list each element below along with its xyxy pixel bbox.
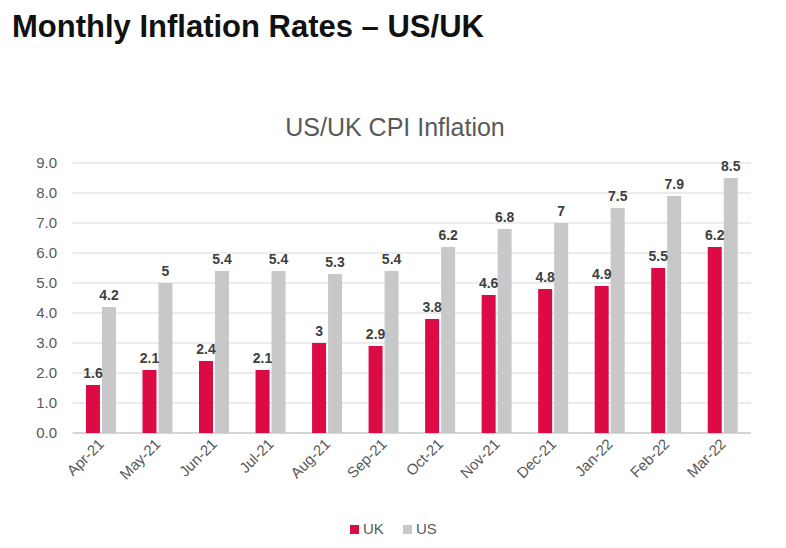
bar	[215, 271, 229, 433]
y-tick-label: 9.0	[36, 154, 57, 171]
bar	[482, 295, 496, 433]
data-labels: 1.6 2.1 2.4 2.1 3 2.9 3.8 4.6 4.8 4.9 5.5 6.2 4.2 5 5.…	[83, 158, 740, 381]
grid-line	[73, 193, 751, 194]
grid-line	[73, 313, 751, 314]
y-tick-label: 2.0	[36, 364, 57, 381]
page-heading: Monthly Inflation Rates – US/UK	[12, 9, 485, 44]
legend-swatch	[350, 525, 359, 534]
data-label: 4.9	[592, 266, 612, 282]
bar	[554, 223, 568, 433]
x-tick-label: Nov-21	[457, 435, 503, 481]
bar	[538, 289, 552, 433]
x-tick-label: Feb-22	[627, 435, 673, 481]
x-tick-label: Aug-21	[287, 435, 333, 481]
y-tick-label: 1.0	[36, 394, 57, 411]
x-tick-label: Jun-21	[176, 435, 220, 479]
bar	[328, 274, 342, 433]
data-label: 8.5	[721, 158, 741, 174]
bar	[385, 271, 399, 433]
bar	[667, 196, 681, 433]
x-tick-label: Oct-21	[402, 435, 446, 479]
bar	[595, 286, 609, 433]
x-tick-label: Dec-21	[513, 435, 559, 481]
data-label: 4.2	[99, 287, 119, 303]
data-label: 5.4	[382, 251, 402, 267]
data-label: 7	[557, 203, 565, 219]
grid-line	[73, 343, 751, 344]
data-label: 3	[315, 323, 323, 339]
data-label: 5.3	[325, 254, 345, 270]
y-tick-label: 4.0	[36, 304, 57, 321]
bars	[86, 178, 738, 433]
bar	[498, 229, 512, 433]
data-label: 7.9	[664, 176, 684, 192]
x-axis-line	[73, 433, 751, 434]
x-tick-label: Jan-22	[571, 435, 615, 479]
y-tick-label: 5.0	[36, 274, 57, 291]
grid-line	[73, 433, 751, 434]
data-label: 3.8	[422, 299, 442, 315]
legend-label: US	[416, 520, 437, 537]
data-label: 5.5	[648, 248, 668, 264]
bar	[651, 268, 665, 433]
data-label: 2.4	[196, 341, 216, 357]
data-label: 2.1	[253, 350, 273, 366]
data-label: 4.6	[479, 275, 499, 291]
legend-swatch	[403, 525, 412, 534]
grid-line	[73, 403, 751, 404]
bar	[199, 361, 213, 433]
bar	[425, 319, 439, 433]
grid-line	[73, 163, 751, 164]
data-label: 6.2	[705, 227, 725, 243]
y-tick-label: 3.0	[36, 334, 57, 351]
grid-line	[73, 223, 751, 224]
y-tick-label: 0.0	[36, 424, 57, 441]
y-tick-label: 7.0	[36, 214, 57, 231]
bar	[142, 370, 156, 433]
data-label: 5.4	[269, 251, 289, 267]
bar	[86, 385, 100, 433]
x-tick-label: May-21	[116, 435, 163, 482]
data-label: 6.8	[495, 209, 515, 225]
bar	[708, 247, 722, 433]
data-label: 4.8	[535, 269, 555, 285]
bar	[102, 307, 116, 433]
data-label: 1.6	[83, 365, 103, 381]
bar	[158, 283, 172, 433]
x-tick-label: Jul-21	[236, 435, 277, 476]
grid-line	[73, 283, 751, 284]
y-tick-label: 8.0	[36, 184, 57, 201]
x-tick-label: Apr-21	[63, 435, 107, 479]
chart-canvas: Monthly Inflation Rates – US/UK US/UK CPI…	[0, 0, 786, 548]
legend-label: UK	[363, 520, 384, 537]
bar	[272, 271, 286, 433]
bar	[256, 370, 270, 433]
legend: UK US	[350, 520, 437, 537]
x-tick-label: Sep-21	[343, 435, 389, 481]
data-label: 5	[162, 263, 170, 279]
grid-line	[73, 373, 751, 374]
bar	[724, 178, 738, 433]
bar	[312, 343, 326, 433]
x-tick-label: Mar-22	[683, 435, 729, 481]
data-label: 5.4	[212, 251, 232, 267]
grid	[73, 163, 751, 433]
chart-title: US/UK CPI Inflation	[285, 113, 505, 141]
data-label: 7.5	[608, 188, 628, 204]
data-label: 2.1	[140, 350, 160, 366]
bar	[611, 208, 625, 433]
y-tick-label: 6.0	[36, 244, 57, 261]
data-label: 2.9	[366, 326, 386, 342]
bar	[369, 346, 383, 433]
data-label: 6.2	[438, 227, 458, 243]
bar	[441, 247, 455, 433]
